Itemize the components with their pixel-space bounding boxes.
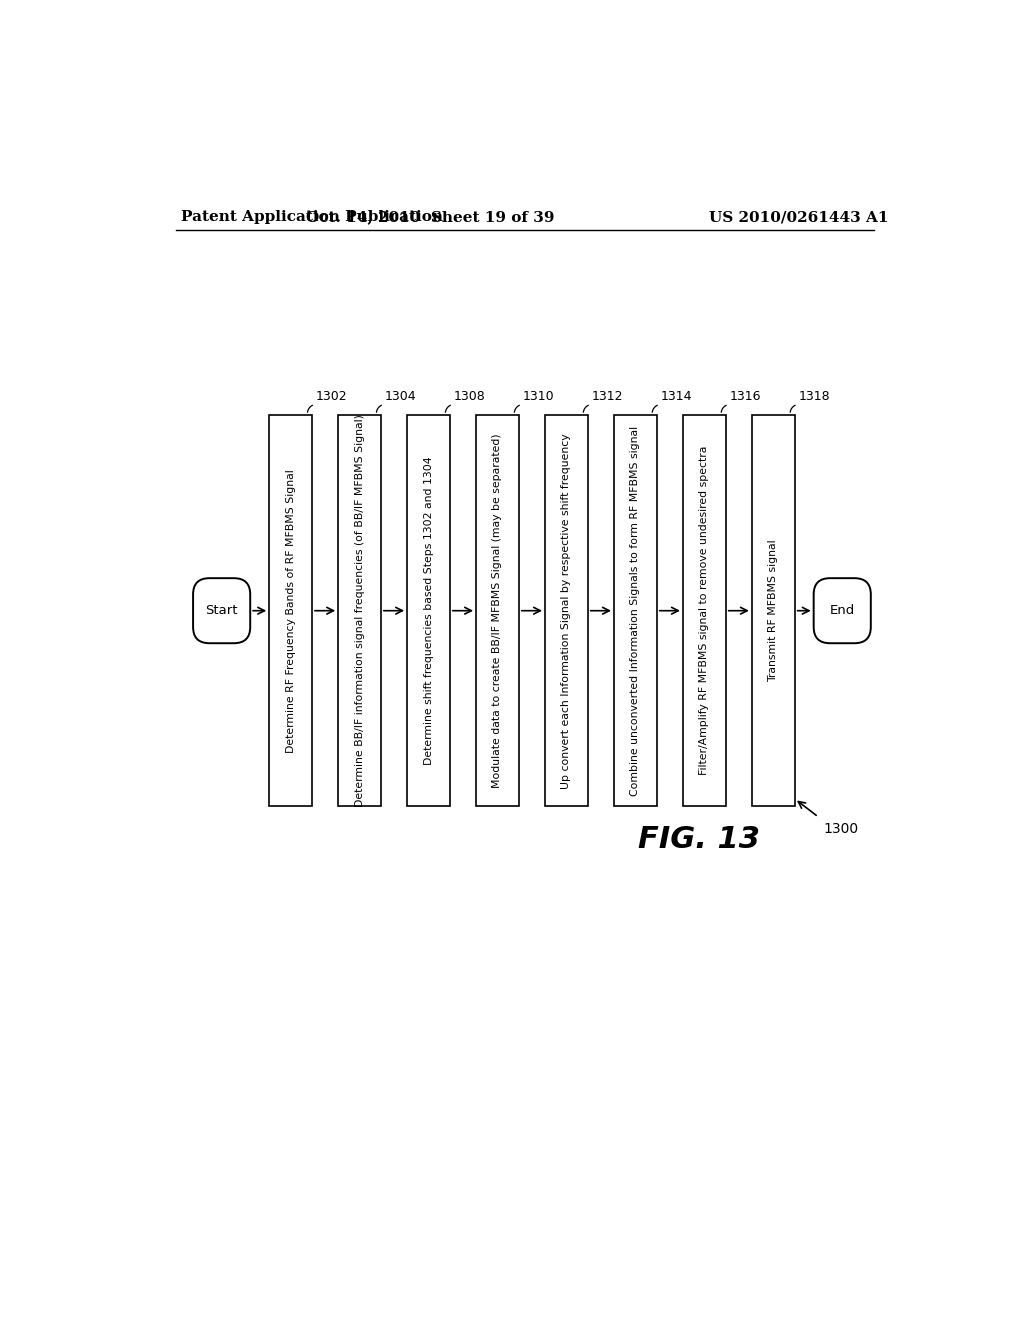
Bar: [614, 414, 656, 807]
Ellipse shape: [217, 594, 250, 627]
Bar: [683, 414, 726, 807]
Text: Patent Application Publication: Patent Application Publication: [180, 210, 442, 224]
Text: Determine shift frequencies based Steps 1302 and 1304: Determine shift frequencies based Steps …: [424, 457, 433, 766]
Ellipse shape: [814, 594, 847, 627]
Text: 1300: 1300: [823, 821, 858, 836]
Ellipse shape: [194, 594, 226, 627]
Text: 1314: 1314: [660, 391, 692, 403]
Bar: [830, 594, 854, 627]
Text: FIG. 13: FIG. 13: [638, 825, 761, 854]
Text: Modulate data to create BB/IF MFBMS Signal (may be separated): Modulate data to create BB/IF MFBMS Sign…: [493, 433, 503, 788]
Text: 1304: 1304: [385, 391, 417, 403]
Text: 1302: 1302: [315, 391, 347, 403]
Text: Filter/Amplify RF MFBMS signal to remove undesired spectra: Filter/Amplify RF MFBMS signal to remove…: [699, 446, 710, 775]
Bar: [408, 414, 450, 807]
Text: 1310: 1310: [523, 391, 554, 403]
Text: End: End: [829, 605, 855, 618]
Text: US 2010/0261443 A1: US 2010/0261443 A1: [710, 210, 889, 224]
Bar: [269, 414, 312, 807]
Text: 1316: 1316: [730, 391, 761, 403]
Ellipse shape: [838, 594, 870, 627]
Text: Determine BB/IF information signal frequencies (of BB/IF MFBMS Signal): Determine BB/IF information signal frequ…: [354, 414, 365, 807]
Text: Oct. 14, 2010  Sheet 19 of 39: Oct. 14, 2010 Sheet 19 of 39: [306, 210, 555, 224]
Text: 1318: 1318: [799, 391, 830, 403]
Bar: [476, 414, 519, 807]
Text: Determine RF Frequency Bands of RF MFBMS Signal: Determine RF Frequency Bands of RF MFBMS…: [286, 469, 296, 752]
Bar: [338, 414, 381, 807]
Text: Up convert each Information Signal by respective shift frequency: Up convert each Information Signal by re…: [561, 433, 571, 788]
Text: Transmit RF MFBMS signal: Transmit RF MFBMS signal: [768, 540, 778, 682]
Bar: [752, 414, 795, 807]
Bar: [210, 594, 233, 627]
Text: 1312: 1312: [592, 391, 624, 403]
Text: 1308: 1308: [454, 391, 485, 403]
Text: Start: Start: [206, 605, 238, 618]
Bar: [545, 414, 588, 807]
Text: Combine unconverted Information Signals to form RF MFBMS signal: Combine unconverted Information Signals …: [631, 425, 640, 796]
